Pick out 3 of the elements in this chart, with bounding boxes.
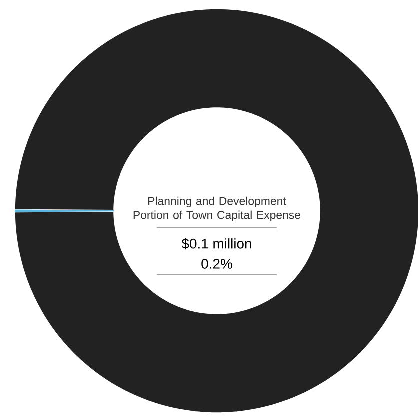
text: 0.2% xyxy=(202,259,232,269)
text: $0.1 million xyxy=(182,238,252,250)
text: Planning and Development Portion of Town Capital Expense xyxy=(134,196,301,222)
